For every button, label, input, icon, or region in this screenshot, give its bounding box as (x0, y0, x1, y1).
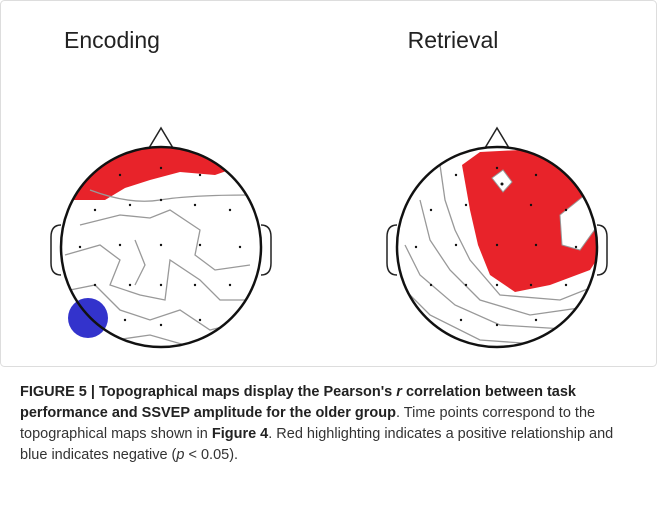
caption-text: FIGURE 5 | Topographical maps display th… (20, 384, 397, 400)
topomap-retrieval (386, 126, 608, 349)
panel-label: Encoding (64, 27, 160, 53)
caption-text: . Red highlighting indicates a positive … (20, 426, 614, 463)
topomap-encoding (50, 126, 272, 349)
caption-text: Figure 4 (211, 426, 269, 442)
figure-caption: FIGURE 5 | Topographical maps display th… (20, 382, 640, 466)
figure: Encoding Retrieval (0, 0, 657, 367)
caption-text: < 0.05). (184, 447, 239, 463)
caption-text: p (176, 447, 185, 463)
caption-text: r (396, 384, 402, 400)
panel-label: Retrieval (408, 27, 499, 53)
caption-text: correlation between task performance and… (20, 384, 576, 421)
caption-text: . Time points correspond to the topograp… (20, 405, 596, 442)
